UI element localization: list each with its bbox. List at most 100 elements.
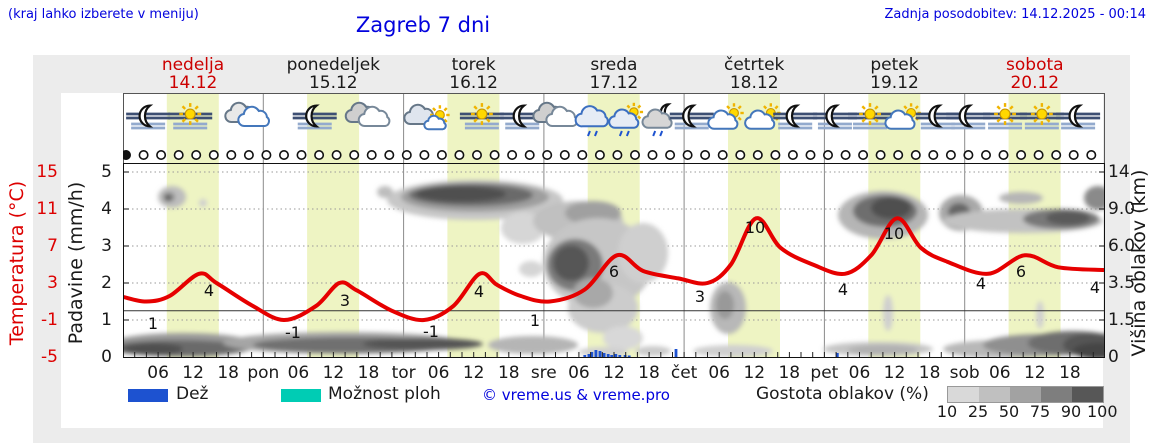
rain-bar	[594, 350, 598, 357]
weather-icon-cloud-gray	[532, 101, 578, 127]
moon-phase-icon	[805, 149, 816, 160]
moon-phase-icon	[594, 149, 605, 160]
day-header-torek: torek 16.12	[404, 56, 544, 92]
moon-phase-icon	[910, 149, 921, 160]
cloud-tick-9.0: 9.0	[1108, 199, 1136, 219]
x-tick-17: 12	[743, 363, 766, 383]
moon-phase-icon	[489, 149, 500, 160]
temp-value-label: -1	[423, 322, 439, 341]
cloud-blob	[488, 336, 578, 354]
day-name: sobota	[1006, 55, 1064, 75]
day-name: četrtek	[723, 55, 785, 75]
cloud-tick-3.5: 3.5	[1108, 273, 1136, 293]
moon-phase-icon	[331, 149, 342, 160]
rain-bar	[583, 355, 587, 357]
rain-legend-label: Dež	[176, 384, 209, 404]
day-name: torek	[451, 55, 496, 75]
moon-phase-icon	[752, 149, 763, 160]
day-date: 15.12	[308, 73, 358, 93]
x-tick-1: 12	[182, 363, 204, 383]
weather-icon-cloud-gray	[344, 101, 391, 127]
day-date: 18.12	[729, 73, 779, 93]
density-scale-num-75: 75	[1029, 402, 1051, 421]
rain-bar	[614, 354, 618, 357]
cloud-blob	[871, 197, 911, 219]
density-scale-seg-0	[948, 387, 979, 402]
x-tick-7: tor	[391, 363, 416, 383]
rain-bar	[623, 355, 627, 357]
rain-bar	[587, 354, 591, 357]
temp-value-label: 4	[1090, 278, 1100, 297]
cloud-blob	[635, 346, 671, 356]
day-header-četrtek: četrtek 18.12	[684, 56, 824, 92]
day-name: ponedeljek	[286, 55, 381, 75]
moon-phase-icon	[770, 149, 781, 160]
moon-phase-icon	[577, 149, 588, 160]
x-tick-21: 12	[883, 363, 906, 383]
weather-icon-moon-fog	[292, 104, 337, 130]
density-scale-seg-3	[1041, 387, 1072, 402]
cloud-height-axis-label: Višina oblakov (km)	[1128, 169, 1150, 357]
cloud-tick-0: 0	[1108, 347, 1119, 367]
cloud-blob	[573, 278, 613, 308]
day-header-petek: petek 19.12	[825, 56, 965, 92]
moon-phase-icon	[612, 149, 623, 160]
cloud-blob	[603, 326, 643, 350]
day-date: 14.12	[168, 73, 218, 93]
precip-tick-5: 5	[101, 162, 112, 182]
x-tick-18: 18	[778, 363, 801, 383]
copyright-link[interactable]: © vreme.us & vreme.pro	[482, 386, 670, 404]
weather-icon-cloud-rain	[574, 105, 609, 137]
density-scale-num-25: 25	[967, 402, 989, 421]
cloud-blob	[848, 345, 918, 355]
moon-phase-icon	[296, 149, 307, 160]
cloud-blob	[999, 192, 1043, 204]
temp-axis-label: Temperatura (°C)	[6, 180, 28, 346]
moon-phase-icon	[840, 149, 851, 160]
moon-phase-icon	[384, 149, 395, 160]
cloud-blob	[199, 199, 207, 207]
moon-phase-icon	[123, 150, 131, 160]
moon-phase-icon	[1068, 149, 1079, 160]
moon-phase-icon	[647, 149, 658, 160]
moon-phase-icon	[945, 149, 956, 160]
precip-tick-0: 0	[101, 347, 112, 367]
cloud-density-label: Gostota oblakov (%)	[756, 384, 929, 404]
density-scale-seg-4	[1072, 387, 1103, 402]
temp-value-label: 3	[340, 291, 350, 310]
cloud-blob	[1036, 301, 1044, 329]
temperature-line	[124, 216, 1104, 323]
temp-tick-15: 15	[36, 162, 58, 182]
cloud-blob	[377, 186, 393, 198]
day-name: nedelja	[161, 55, 225, 75]
temp-value-label: 4	[976, 274, 986, 293]
moon-phase-icon	[735, 149, 746, 160]
x-tick-24: 06	[988, 363, 1011, 383]
rain-bar	[627, 355, 631, 357]
rain-bar	[618, 355, 622, 357]
day-date: 19.12	[870, 73, 919, 93]
day-date: 17.12	[589, 73, 639, 93]
temp-value-label: 6	[1016, 262, 1026, 281]
x-tick-12: 06	[568, 363, 590, 383]
moon-phase-icon	[349, 149, 360, 160]
moon-phase-icon	[928, 149, 939, 160]
weather-icon-moon-fog	[126, 104, 171, 130]
cloud-blob	[363, 338, 483, 350]
moon-phase-icon	[1086, 149, 1097, 160]
x-tick-19: pet	[810, 363, 839, 383]
moon-phase-icon	[261, 149, 272, 160]
moon-phase-icon	[1051, 149, 1062, 160]
x-tick-15: čet	[670, 363, 698, 383]
x-tick-20: 06	[848, 363, 871, 383]
x-tick-25: 12	[1023, 363, 1046, 383]
moon-phase-icon	[629, 149, 640, 160]
cloud-density-scale-bar	[947, 386, 1104, 403]
x-tick-2: 18	[217, 363, 239, 383]
weather-icon-moon-fog	[1056, 104, 1101, 130]
moon-phase-icon	[559, 149, 570, 160]
last-update: Zadnja posodobitev: 14.12.2025 - 00:14	[884, 7, 1146, 22]
density-scale-num-90: 90	[1060, 402, 1082, 421]
cloud-density-contours	[124, 180, 1104, 357]
